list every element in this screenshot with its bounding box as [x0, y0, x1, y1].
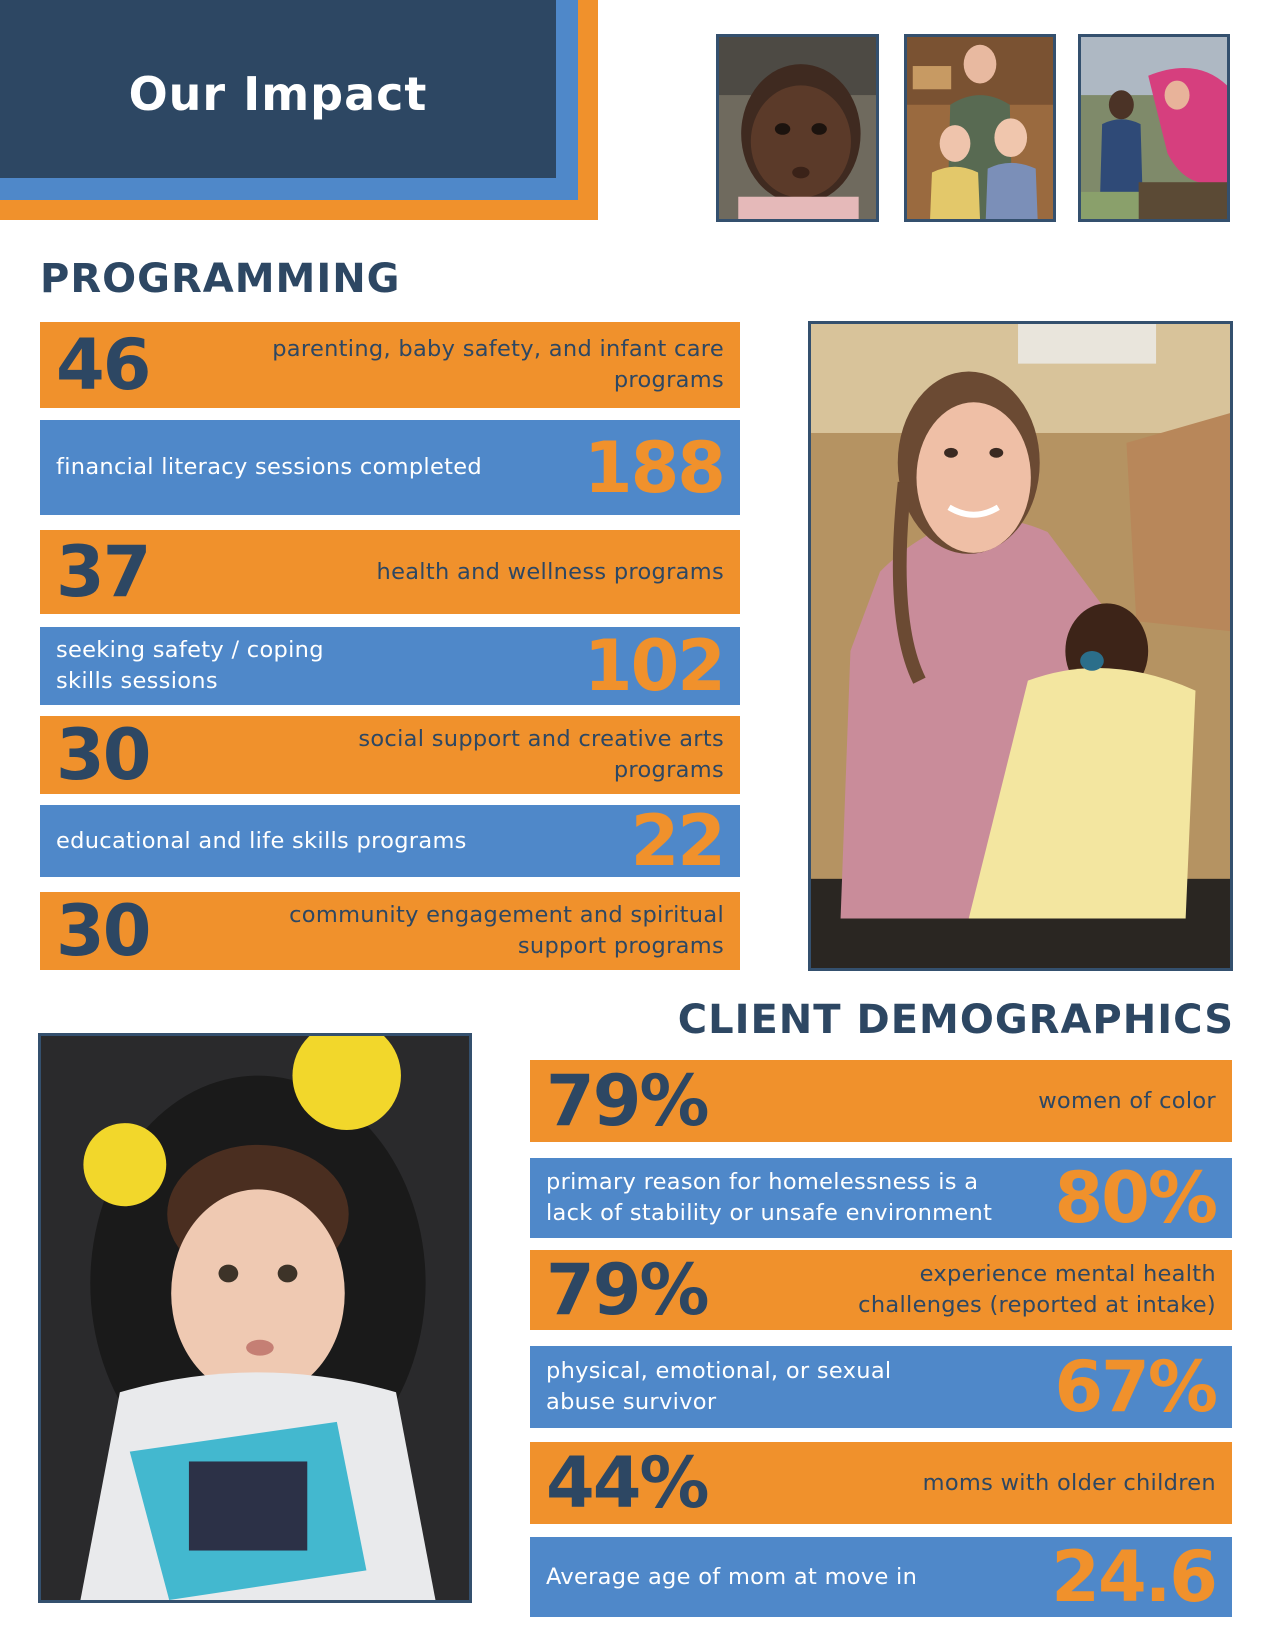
stat-value: 44%	[546, 1442, 710, 1524]
mother-with-baby-photo	[808, 321, 1233, 971]
programming-stat-row: 30 social support and creative arts prog…	[40, 716, 740, 794]
stat-label: seeking safety / coping skills sessions	[56, 637, 324, 694]
demographic-stat-row: 79% experience mental health challenges …	[530, 1250, 1232, 1330]
stat-value: 37	[56, 531, 151, 613]
stat-value: 102	[583, 625, 726, 707]
demographic-stat-row: 79% women of color	[530, 1060, 1232, 1142]
header-panel: Our Impact	[0, 0, 556, 178]
stat-value: 79%	[546, 1249, 710, 1331]
stat-value: 30	[56, 890, 151, 972]
stat-label: community engagement and spiritual suppo…	[289, 902, 724, 959]
stat-label: primary reason for homelessness is a lac…	[546, 1169, 993, 1226]
stat-value: 30	[56, 714, 151, 796]
page-title: Our Impact	[128, 67, 428, 121]
programming-stat-row: financial literacy sessions completed 18…	[40, 420, 740, 515]
programming-heading: PROGRAMMING	[40, 256, 401, 302]
stat-label: financial literacy sessions completed	[56, 454, 482, 480]
stat-label: social support and creative arts program…	[358, 726, 724, 783]
stat-value: 80%	[1054, 1157, 1218, 1239]
programming-stat-row: 46 parenting, baby safety, and infant ca…	[40, 322, 740, 408]
programming-stat-row: educational and life skills programs 22	[40, 805, 740, 877]
toddler-in-costume-photo	[38, 1033, 472, 1603]
stat-label: physical, emotional, or sexual abuse sur…	[546, 1358, 892, 1415]
demographic-stat-row: 44% moms with older children	[530, 1442, 1232, 1524]
stat-value: 188	[583, 426, 726, 509]
stat-label: experience mental health challenges (rep…	[858, 1261, 1216, 1318]
stat-label: Average age of mom at move in	[546, 1563, 918, 1590]
stat-value: 79%	[546, 1060, 710, 1142]
stat-label: educational and life skills programs	[56, 827, 467, 854]
stat-value: 46	[56, 324, 151, 406]
family-photo	[904, 34, 1056, 222]
stat-value: 22	[630, 800, 726, 882]
programming-stat-row: seeking safety / coping skills sessions …	[40, 627, 740, 705]
stat-label: moms with older children	[922, 1469, 1216, 1496]
programming-stat-row: 37 health and wellness programs	[40, 530, 740, 614]
demographic-stat-row: primary reason for homelessness is a lac…	[530, 1158, 1232, 1238]
baby-portrait-photo	[716, 34, 879, 222]
stat-label: health and wellness programs	[376, 558, 724, 585]
stat-value: 24.6	[1051, 1536, 1218, 1618]
stat-label: parenting, baby safety, and infant care …	[272, 336, 724, 393]
demographics-heading: CLIENT DEMOGRAPHICS	[677, 997, 1234, 1043]
stat-value: 67%	[1054, 1346, 1218, 1428]
children-gardening-photo	[1078, 34, 1230, 222]
demographic-stat-row: physical, emotional, or sexual abuse sur…	[530, 1346, 1232, 1428]
stat-label: women of color	[1038, 1087, 1216, 1114]
programming-stat-row: 30 community engagement and spiritual su…	[40, 892, 740, 970]
demographic-stat-row: Average age of mom at move in 24.6	[530, 1537, 1232, 1617]
